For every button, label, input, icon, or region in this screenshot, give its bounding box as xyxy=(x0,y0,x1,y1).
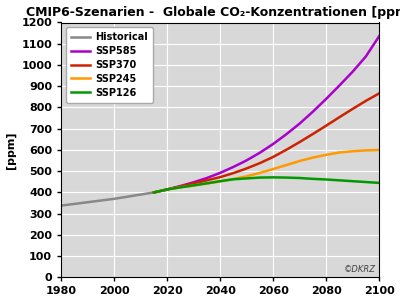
SSP245 xyxy=(165,188,170,191)
Historical xyxy=(165,188,170,191)
Title: CMIP6-Szenarien -  Globale CO₂-Konzentrationen [ppm]: CMIP6-Szenarien - Globale CO₂-Konzentrat… xyxy=(26,5,400,18)
SSP585 xyxy=(324,97,328,101)
SSP245 xyxy=(377,148,382,152)
SSP370 xyxy=(337,115,342,119)
SSP585 xyxy=(231,165,236,169)
SSP245 xyxy=(152,191,156,194)
SSP370 xyxy=(284,148,289,152)
Historical xyxy=(98,199,103,202)
SSP370 xyxy=(297,140,302,144)
Historical xyxy=(85,201,90,204)
Y-axis label: [ppm]: [ppm] xyxy=(6,131,16,169)
SSP585 xyxy=(350,70,355,74)
SSP370 xyxy=(244,167,249,170)
Legend: Historical, SSP585, SSP370, SSP245, SSP126: Historical, SSP585, SSP370, SSP245, SSP1… xyxy=(66,27,153,103)
SSP245 xyxy=(364,149,368,152)
SSP245 xyxy=(337,151,342,154)
SSP245 xyxy=(191,184,196,187)
SSP585 xyxy=(284,132,289,136)
SSP245 xyxy=(310,156,315,159)
SSP245 xyxy=(204,182,209,185)
Line: Historical: Historical xyxy=(61,189,167,206)
SSP126 xyxy=(337,178,342,182)
Line: SSP370: SSP370 xyxy=(154,93,379,192)
SSP585 xyxy=(297,122,302,125)
SSP585 xyxy=(178,184,183,188)
SSP245 xyxy=(350,149,355,153)
SSP126 xyxy=(324,178,328,181)
SSP370 xyxy=(258,161,262,165)
SSP370 xyxy=(178,185,183,188)
SSP585 xyxy=(271,142,276,146)
SSP370 xyxy=(271,155,276,159)
SSP585 xyxy=(191,180,196,184)
SSP585 xyxy=(258,151,262,155)
SSP126 xyxy=(364,180,368,184)
SSP370 xyxy=(350,107,355,111)
Line: SSP126: SSP126 xyxy=(154,177,379,192)
SSP370 xyxy=(310,132,315,136)
Historical xyxy=(125,195,130,198)
SSP126 xyxy=(310,177,315,181)
SSP126 xyxy=(271,175,276,179)
SSP585 xyxy=(310,110,315,114)
SSP126 xyxy=(218,179,222,183)
SSP585 xyxy=(204,176,209,180)
Line: SSP585: SSP585 xyxy=(154,36,379,192)
SSP126 xyxy=(297,176,302,180)
SSP126 xyxy=(244,177,249,180)
SSP245 xyxy=(324,153,328,157)
Historical xyxy=(112,197,116,201)
SSP126 xyxy=(178,185,183,189)
Historical xyxy=(138,193,143,196)
SSP245 xyxy=(258,171,262,175)
SSP585 xyxy=(165,188,170,191)
SSP126 xyxy=(258,176,262,179)
SSP370 xyxy=(204,178,209,182)
SSP370 xyxy=(324,124,328,127)
Historical xyxy=(72,202,77,206)
Historical xyxy=(152,191,156,194)
SSP126 xyxy=(204,182,209,185)
SSP370 xyxy=(218,175,222,179)
SSP370 xyxy=(377,92,382,95)
SSP370 xyxy=(364,99,368,103)
Line: SSP245: SSP245 xyxy=(154,150,379,192)
SSP585 xyxy=(377,34,382,38)
SSP126 xyxy=(284,176,289,179)
Text: ©DKRZ: ©DKRZ xyxy=(344,265,376,274)
SSP370 xyxy=(165,188,170,191)
SSP585 xyxy=(218,171,222,175)
SSP245 xyxy=(231,177,236,181)
SSP126 xyxy=(152,191,156,194)
SSP370 xyxy=(191,182,196,185)
SSP245 xyxy=(284,163,289,167)
SSP585 xyxy=(337,84,342,87)
SSP370 xyxy=(231,171,236,175)
SSP126 xyxy=(231,178,236,181)
SSP245 xyxy=(244,175,249,178)
SSP245 xyxy=(218,180,222,183)
SSP245 xyxy=(297,159,302,163)
SSP245 xyxy=(178,185,183,189)
SSP585 xyxy=(152,191,156,194)
SSP370 xyxy=(152,191,156,194)
SSP585 xyxy=(364,55,368,58)
SSP126 xyxy=(165,188,170,191)
SSP126 xyxy=(191,184,196,187)
SSP126 xyxy=(350,179,355,183)
SSP585 xyxy=(244,159,249,162)
SSP126 xyxy=(377,181,382,185)
SSP245 xyxy=(271,167,276,171)
Historical xyxy=(59,204,64,207)
